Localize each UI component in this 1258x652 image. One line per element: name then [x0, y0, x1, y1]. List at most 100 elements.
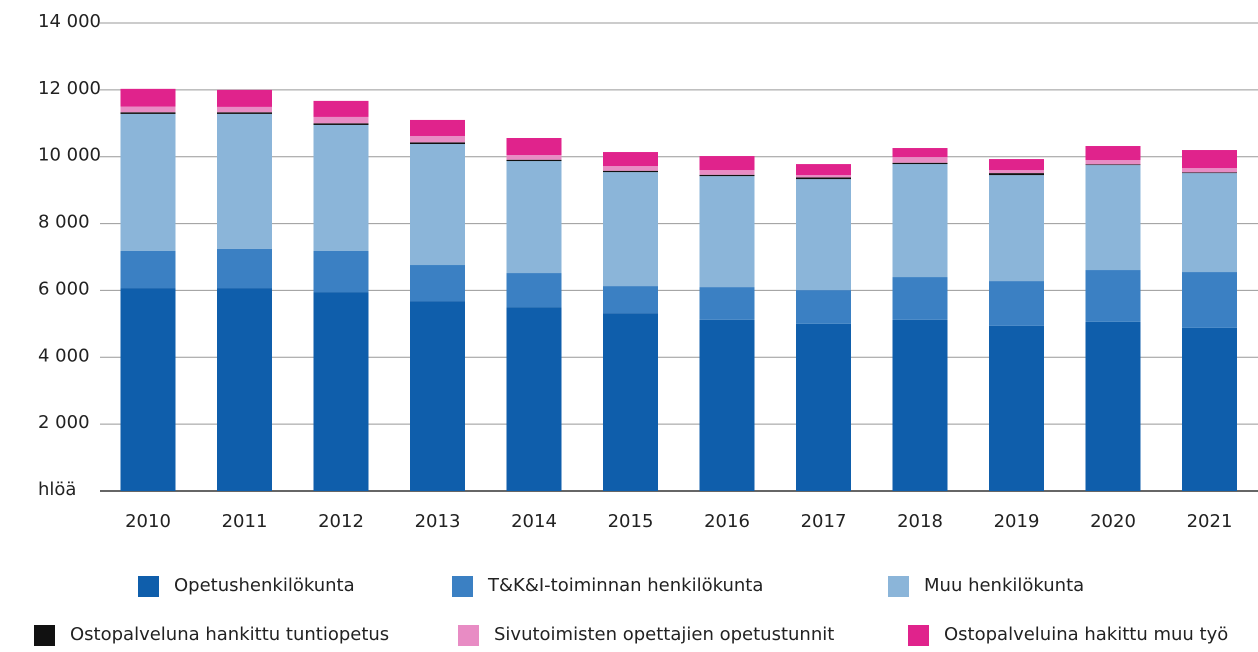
bar-segment: [313, 292, 369, 491]
legend-label: Ostopalveluina hakittu muu työ: [944, 624, 1228, 645]
bar-segment: [603, 152, 658, 167]
legend-label: Ostopalveluna hankittu tuntiopetus: [70, 624, 389, 645]
legend-swatch: [908, 625, 929, 646]
bar-segment: [120, 250, 176, 289]
bar-segment: [603, 170, 658, 173]
bar-segment: [313, 100, 369, 117]
bar-segment: [1182, 272, 1237, 328]
bar-segment: [506, 273, 562, 308]
legend-label: T&K&I-toiminnan henkilökunta: [487, 575, 763, 596]
x-tick-label: 2018: [897, 511, 943, 532]
bar-segment: [313, 116, 369, 124]
bar-segment: [1085, 164, 1141, 166]
bar-segment: [699, 287, 755, 320]
bar-segment: [892, 162, 948, 165]
bar-segment: [796, 179, 851, 291]
bar-segment: [892, 319, 948, 491]
bar-segment: [699, 174, 755, 177]
bar-segment: [506, 161, 562, 274]
bar-segment: [989, 170, 1044, 174]
bar-segment: [1182, 327, 1237, 491]
y-tick-label: 6 000: [38, 278, 90, 299]
y-tick-label: 2 000: [38, 412, 90, 433]
bar-segment: [892, 148, 948, 158]
bar-segment: [892, 157, 948, 163]
bar-segment: [217, 113, 272, 249]
bar-segment: [1182, 173, 1237, 273]
bar-segment: [699, 319, 755, 491]
bar-segment: [1182, 150, 1237, 169]
bar-segment: [410, 142, 465, 145]
bar-segment: [1085, 321, 1141, 491]
bar-segment: [796, 164, 851, 176]
x-tick-label: 2012: [318, 511, 364, 532]
bar-segment: [1182, 172, 1237, 174]
bar-segment: [603, 313, 658, 491]
bar-segment: [120, 113, 176, 251]
x-tick-label: 2013: [415, 511, 461, 532]
legend-swatch: [452, 576, 473, 597]
bar-segment: [217, 89, 272, 107]
y-tick-label: 8 000: [38, 212, 90, 233]
bar-segment: [217, 288, 272, 491]
legend-swatch: [458, 625, 479, 646]
bar-segment: [120, 112, 176, 114]
legend-label: Opetushenkilökunta: [174, 575, 355, 596]
bar-segment: [506, 159, 562, 162]
legend-swatch: [138, 576, 159, 597]
bar-segment: [699, 176, 755, 288]
bar-segment: [796, 177, 851, 180]
y-tick-label: 4 000: [38, 345, 90, 366]
bar-segment: [796, 323, 851, 491]
x-tick-label: 2020: [1090, 511, 1136, 532]
x-tick-label: 2016: [704, 511, 750, 532]
bar-segment: [989, 173, 1044, 176]
y-tick-label: 14 000: [38, 11, 101, 32]
bar-segment: [1085, 146, 1141, 161]
legend-label: Muu henkilökunta: [924, 575, 1084, 596]
bar-segment: [1085, 165, 1141, 271]
bar-segment: [217, 112, 272, 114]
bar-segment: [1085, 270, 1141, 322]
x-tick-label: 2015: [608, 511, 654, 532]
bar-segment: [796, 290, 851, 324]
y-tick-label: hlöä: [38, 479, 76, 500]
bar-segment: [313, 250, 369, 293]
bar-segment: [892, 164, 948, 278]
bar-segment: [989, 281, 1044, 326]
bar-segment: [699, 156, 755, 171]
x-tick-label: 2019: [994, 511, 1040, 532]
legend-swatch: [888, 576, 909, 597]
bar-segment: [506, 155, 562, 160]
y-tick-label: 12 000: [38, 78, 101, 99]
bar-segment: [796, 175, 851, 178]
bar-segment: [120, 106, 176, 113]
bar-segment: [506, 137, 562, 156]
bar-segment: [603, 286, 658, 314]
x-tick-label: 2014: [511, 511, 557, 532]
bar-segment: [313, 123, 369, 125]
bar-segment: [989, 175, 1044, 282]
bar-segment: [410, 119, 465, 136]
x-tick-label: 2011: [222, 511, 268, 532]
legend-label: Sivutoimisten opettajien opetustunnit: [494, 624, 834, 645]
bar-segment: [120, 88, 176, 107]
bar-segment: [410, 301, 465, 491]
x-tick-label: 2017: [801, 511, 847, 532]
legend-swatch: [34, 625, 55, 646]
x-tick-label: 2010: [125, 511, 171, 532]
x-tick-label: 2021: [1187, 511, 1233, 532]
bar-segment: [506, 307, 562, 491]
y-tick-label: 10 000: [38, 145, 101, 166]
bar-segment: [313, 124, 369, 251]
bar-segment: [217, 106, 272, 113]
bar-segment: [120, 288, 176, 491]
bar-segment: [892, 277, 948, 320]
bar-segment: [410, 144, 465, 266]
bar-segment: [1085, 160, 1141, 165]
bar-segment: [989, 325, 1044, 491]
bar-segment: [217, 248, 272, 289]
bar-segment: [410, 265, 465, 302]
bar-segment: [1182, 168, 1237, 173]
